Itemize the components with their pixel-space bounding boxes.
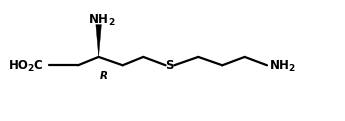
Polygon shape bbox=[96, 25, 101, 56]
Text: NH: NH bbox=[269, 59, 289, 72]
Text: R: R bbox=[100, 71, 108, 81]
Text: 2: 2 bbox=[27, 64, 33, 73]
Text: 2: 2 bbox=[108, 18, 114, 27]
Text: NH: NH bbox=[89, 13, 109, 26]
Text: C: C bbox=[33, 59, 42, 72]
Text: S: S bbox=[165, 59, 173, 72]
Text: 2: 2 bbox=[288, 64, 294, 73]
Text: HO: HO bbox=[9, 59, 29, 72]
